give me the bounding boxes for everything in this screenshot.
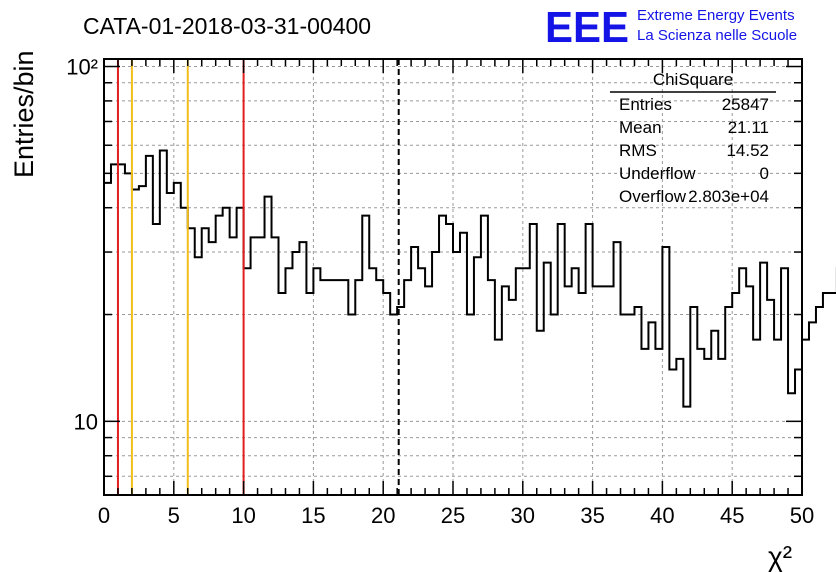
x-tick-label: 40 [650, 503, 674, 528]
stats-label-rms: RMS [619, 141, 657, 160]
eee-logo: EEE [545, 3, 629, 52]
x-tick-label: 10 [231, 503, 255, 528]
stats-label-underflow: Underflow [619, 164, 696, 183]
y-tick-label: 10 [74, 409, 98, 434]
histogram [104, 149, 836, 408]
histogram-step-line [104, 149, 836, 408]
stats-title: ChiSquare [653, 70, 733, 89]
x-tick-label: 45 [720, 503, 744, 528]
x-tick-label: 30 [511, 503, 535, 528]
stats-label-entries: Entries [619, 95, 672, 114]
reference-lines [116, 59, 400, 495]
x-tick-label: 25 [441, 503, 465, 528]
axes: 0 5 10 15 20 25 30 35 40 45 50 10 10² [66, 55, 814, 528]
x-tick-label: 50 [790, 503, 814, 528]
logo-line-1: Extreme Energy Events [637, 7, 795, 24]
stats-label-overflow: Overflow [619, 187, 687, 206]
stats-label-mean: Mean [619, 118, 662, 137]
x-tick-label: 0 [98, 503, 110, 528]
x-axis-label: χ² [768, 541, 792, 572]
stats-value-entries: 25847 [722, 95, 769, 114]
x-tick-label: 15 [301, 503, 325, 528]
y-axis-label: Entries/bin [9, 50, 39, 178]
run-title: CATA-01-2018-03-31-00400 [83, 13, 371, 39]
stats-value-overflow: 2.803e+04 [688, 187, 769, 206]
x-tick-label: 20 [371, 503, 395, 528]
stats-box: ChiSquare Entries 25847 Mean 21.11 RMS 1… [610, 70, 776, 206]
stats-value-rms: 14.52 [726, 141, 769, 160]
logo-line-2: La Scienza nelle Scuole [637, 27, 797, 44]
y-tick-label: 10² [66, 55, 98, 80]
x-tick-label: 35 [580, 503, 604, 528]
stats-value-underflow: 0 [760, 164, 769, 183]
stats-value-mean: 21.11 [728, 118, 769, 137]
x-tick-label: 5 [168, 503, 180, 528]
